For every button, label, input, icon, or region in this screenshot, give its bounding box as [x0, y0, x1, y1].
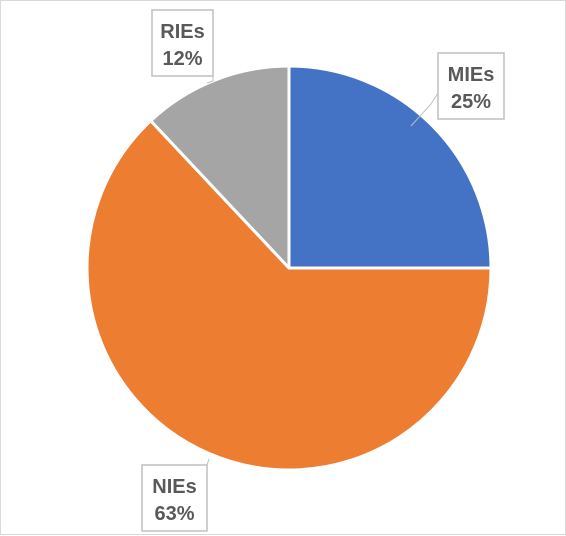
pie-slice-mies: [287, 64, 493, 270]
data-label-value: 12%: [162, 48, 202, 70]
data-label-value: 63%: [154, 503, 194, 525]
leader-lines: [206, 76, 439, 466]
leader-line-nies: [206, 458, 210, 466]
data-label-value: 25%: [451, 91, 491, 113]
pie-slices: [85, 64, 493, 472]
data-label-box: [437, 52, 505, 120]
data-label-category: MIEs: [448, 64, 495, 86]
leader-line-ries: [206, 76, 214, 84]
pie-slice-nies: [85, 119, 493, 472]
data-labels: MIEs 25% NIEs 63% RIEs 12%: [141, 9, 505, 532]
data-label-nies: NIEs 63%: [141, 464, 208, 532]
data-label-box: [151, 9, 214, 77]
leader-line-mies: [410, 92, 439, 127]
data-label-category: NIEs: [152, 476, 196, 498]
data-label-ries: RIEs 12%: [151, 9, 214, 77]
data-label-mies: MIEs 25%: [437, 52, 505, 120]
pie-slice-ries: [149, 64, 291, 270]
data-label-box: [141, 464, 208, 532]
data-label-category: RIEs: [160, 21, 204, 43]
